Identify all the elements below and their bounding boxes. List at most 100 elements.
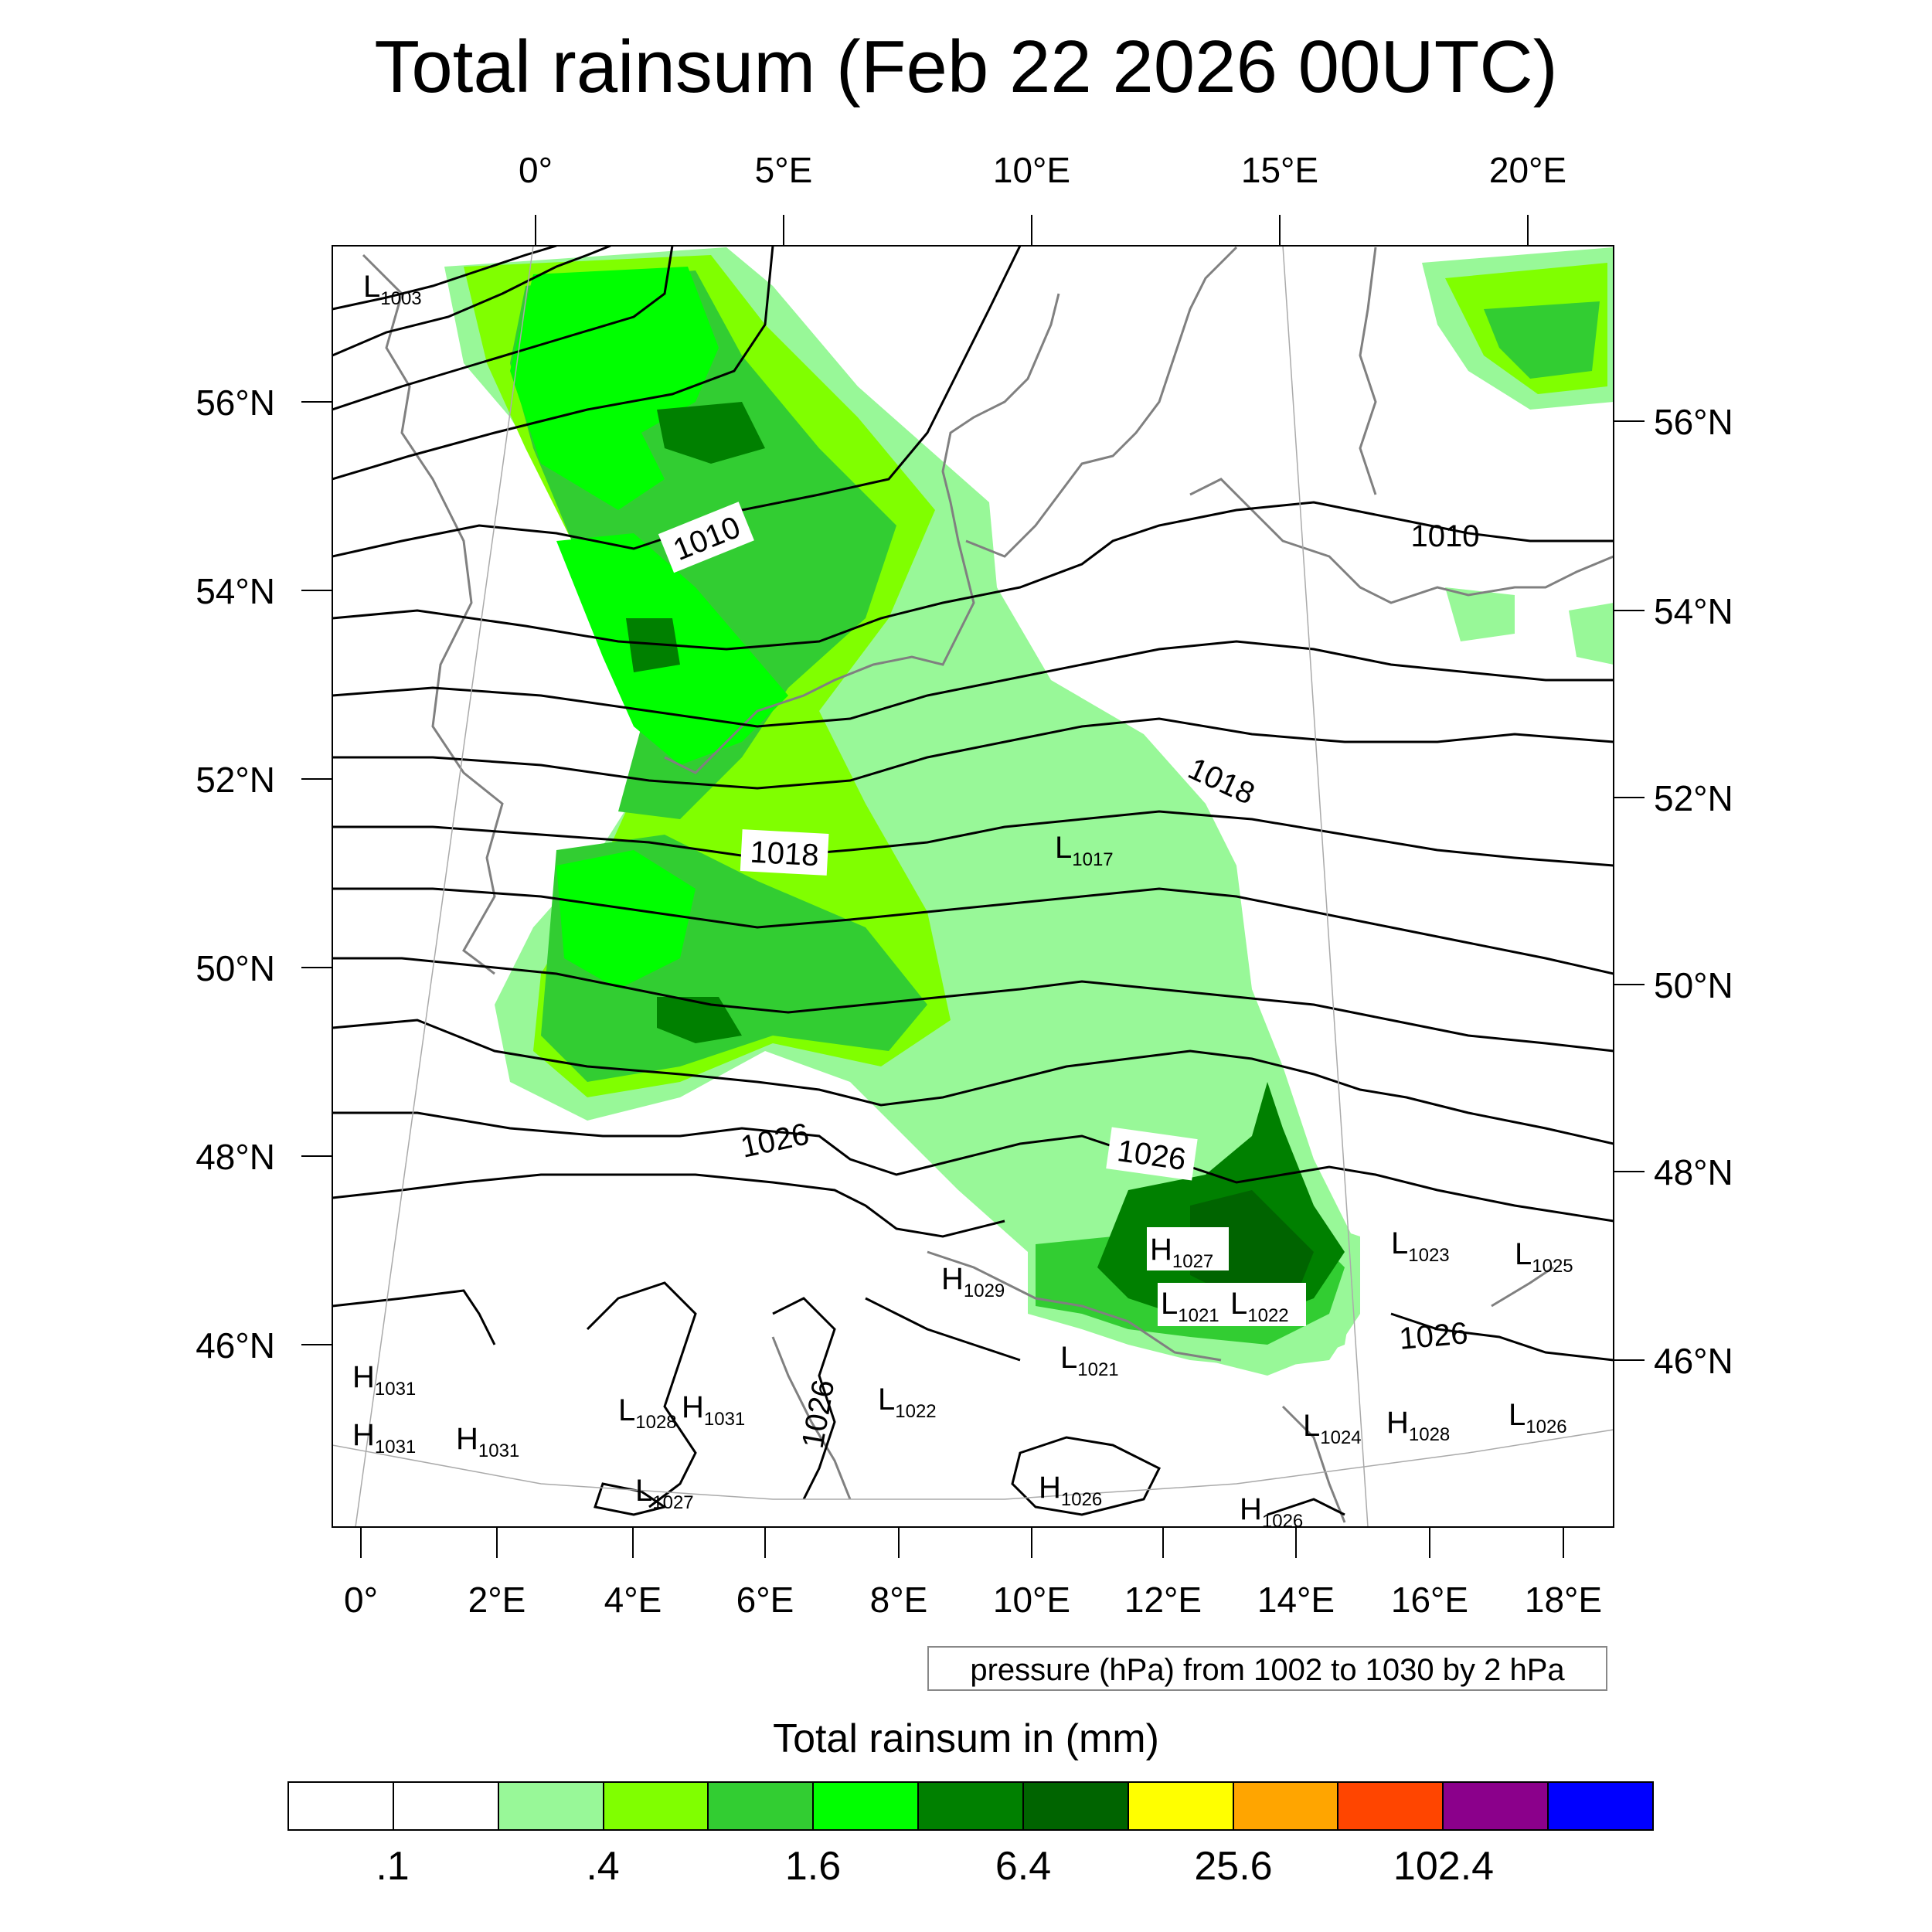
pressure-center: H1031 — [352, 1418, 416, 1458]
labelbar-color-cell — [1023, 1783, 1129, 1829]
bottom-lon-label: 0° — [344, 1580, 378, 1620]
labelbar-color-cell — [1338, 1783, 1444, 1829]
pressure-center: L1028 — [618, 1393, 677, 1433]
labelbar-color-cell — [393, 1783, 499, 1829]
labelbar-tick-label: 102.4 — [1393, 1844, 1495, 1889]
contour-label: 1026 — [796, 1377, 842, 1451]
top-lon-labels: 0° 5°E 10°E 15°E 20°E — [519, 150, 1566, 190]
rain-area-ne-green — [1484, 301, 1600, 379]
map-area — [332, 246, 1614, 1527]
contour-label-box — [1106, 1127, 1198, 1181]
top-lon-label: 20°E — [1489, 150, 1566, 190]
labelbar-tick-label: 6.4 — [995, 1844, 1052, 1889]
contour-label-box — [658, 502, 754, 573]
contour-label: 1018 — [749, 835, 819, 873]
bottom-lon-label: 6°E — [736, 1580, 794, 1620]
left-lat-label: 46°N — [196, 1325, 275, 1366]
bottom-lon-label: 2°E — [468, 1580, 526, 1620]
pressure-center: H1028 — [1386, 1406, 1450, 1445]
labelbar-tick-label: 25.6 — [1194, 1844, 1273, 1889]
left-lat-label: 56°N — [196, 383, 275, 423]
rain-area-e-spot-2 — [1569, 603, 1614, 665]
pressure-centers: L1003 L1017 H1027 H1029 L1021 L1022 L102… — [352, 270, 1573, 1532]
pressure-center: H1031 — [456, 1422, 519, 1461]
labelbar-title: Total rainsum in (mm) — [773, 1716, 1159, 1761]
top-lon-label: 5°E — [755, 150, 813, 190]
pressure-center: L1022 — [878, 1383, 937, 1422]
bottom-lon-label: 10°E — [993, 1580, 1070, 1620]
contour-labels: 1010 1010 1018 1018 1026 1026 1026 1026 — [658, 502, 1480, 1451]
pressure-center: L1003 — [363, 270, 422, 309]
labelbar-tick-label: .1 — [376, 1844, 410, 1889]
right-lat-label: 46°N — [1654, 1341, 1733, 1381]
left-lat-label: 50°N — [196, 948, 275, 988]
chart-title: Total rainsum (Feb 22 2026 00UTC) — [374, 26, 1558, 108]
bottom-lon-label: 8°E — [870, 1580, 928, 1620]
bottom-lon-label: 14°E — [1257, 1580, 1335, 1620]
labelbar-color-cell — [814, 1783, 920, 1829]
pressure-center-box — [1158, 1283, 1230, 1326]
pressure-center: L1025 — [1515, 1237, 1573, 1277]
top-lon-label: 15°E — [1241, 150, 1318, 190]
contour-label: 1010 — [1411, 519, 1480, 553]
right-lat-label: 52°N — [1654, 778, 1733, 818]
pressure-center: H1026 — [1240, 1492, 1303, 1532]
tick-marks — [301, 215, 1645, 1558]
labelbar-color-cell — [1444, 1783, 1549, 1829]
labelbar-color-cell — [709, 1783, 815, 1829]
pressure-center: L1027 — [635, 1474, 694, 1513]
contour-label: 1026 — [738, 1117, 812, 1165]
rain-area-alps-darkest — [1190, 1190, 1314, 1298]
bottom-lon-label: 4°E — [604, 1580, 662, 1620]
pressure-center: H1027 — [1150, 1233, 1213, 1272]
isobars — [332, 246, 1614, 1516]
contour-info-box: pressure (hPa) from 1002 to 1030 by 2 hP… — [927, 1646, 1607, 1691]
right-lat-label: 56°N — [1654, 402, 1733, 442]
right-lat-label: 50°N — [1654, 965, 1733, 1005]
labelbar-color-cell — [919, 1783, 1024, 1829]
rain-area-dark-2 — [626, 618, 680, 672]
rain-area-dark-3 — [657, 997, 742, 1043]
pressure-center: L1026 — [1509, 1398, 1567, 1437]
coastlines — [362, 246, 1614, 1523]
bottom-lon-label: 12°E — [1124, 1580, 1202, 1620]
left-lat-labels: 56°N 54°N 52°N 50°N 48°N 46°N — [196, 383, 275, 1366]
labelbar-color-cell — [498, 1783, 604, 1829]
rain-field — [444, 247, 1614, 1376]
pressure-center: H1031 — [352, 1360, 416, 1400]
labelbar — [287, 1781, 1654, 1831]
right-lat-label: 54°N — [1654, 591, 1733, 631]
map-frame — [332, 245, 1614, 1528]
labelbar-color-cell — [1549, 1783, 1652, 1829]
pressure-center: L1024 — [1303, 1409, 1362, 1448]
contour-label-box — [740, 829, 829, 876]
pressure-center: L1021 — [1060, 1341, 1119, 1380]
labelbar-color-cell — [1128, 1783, 1234, 1829]
pressure-center-box — [1147, 1227, 1229, 1270]
bottom-lon-label: 18°E — [1525, 1580, 1602, 1620]
pressure-center: L1022 — [1230, 1287, 1289, 1326]
pressure-center: L1021 — [1161, 1287, 1219, 1326]
pressure-center: L1017 — [1055, 831, 1114, 870]
pressure-center: H1029 — [941, 1262, 1005, 1301]
left-lat-label: 54°N — [196, 571, 275, 611]
contour-label: 1026 — [1398, 1316, 1469, 1356]
graticule — [332, 246, 1614, 1527]
pressure-center: H1026 — [1039, 1471, 1102, 1510]
labelbar-tick-label: 1.6 — [784, 1844, 842, 1889]
pressure-center: H1031 — [682, 1390, 745, 1430]
bottom-lon-labels: 0° 2°E 4°E 6°E 8°E 10°E 12°E 14°E 16°E 1… — [344, 1580, 1602, 1620]
right-lat-label: 48°N — [1654, 1152, 1733, 1192]
labelbar-color-cell — [604, 1783, 709, 1829]
labelbar-color-cell — [289, 1783, 394, 1829]
rain-area-e-spot — [1445, 587, 1515, 641]
left-lat-label: 52°N — [196, 760, 275, 800]
right-lat-labels: 56°N 54°N 52°N 50°N 48°N 46°N — [1654, 402, 1733, 1381]
pressure-center: L1023 — [1391, 1226, 1450, 1266]
rain-area-bright-3 — [556, 850, 696, 989]
pressure-center-box — [1229, 1283, 1306, 1326]
top-lon-label: 0° — [519, 150, 553, 190]
rain-area-bright — [510, 267, 719, 510]
labelbar-tick-label: .4 — [586, 1844, 620, 1889]
